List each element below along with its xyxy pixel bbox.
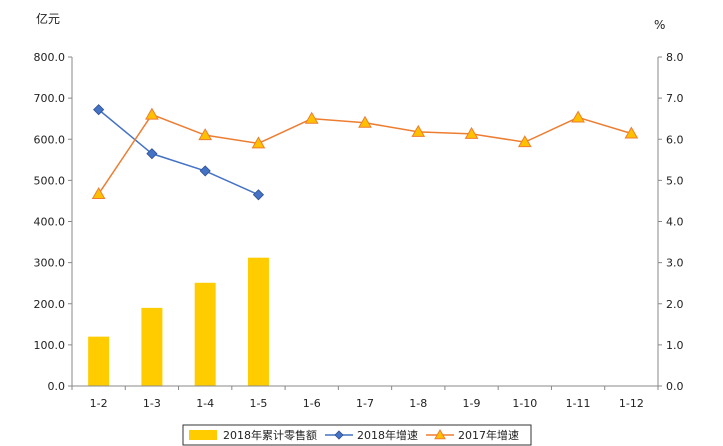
x-tick-label: 1-4	[196, 397, 214, 410]
bar	[88, 336, 110, 386]
right-tick-label: 8.0	[666, 51, 684, 64]
left-axis-ticks: 0.0 100.0 200.0 300.0 400.0 500.0 600.0 700.0 80…	[34, 51, 72, 393]
triangle-marker	[411, 124, 426, 137]
left-tick-label: 700.0	[34, 92, 66, 105]
series-line	[98, 109, 259, 196]
diamond-marker	[93, 104, 105, 116]
diamond-marker	[146, 148, 158, 160]
legend-swatch-bar	[189, 430, 217, 440]
left-tick-label: 800.0	[34, 51, 66, 64]
diamond-marker	[252, 189, 265, 201]
left-tick-label: 300.0	[34, 257, 66, 270]
legend-diamond-marker	[334, 430, 344, 440]
triangle-marker	[198, 128, 213, 141]
lines	[91, 104, 639, 201]
axes	[71, 57, 659, 387]
left-tick-label: 400.0	[34, 216, 66, 229]
left-axis-unit: 亿元	[36, 11, 60, 26]
triangle-marker	[624, 126, 639, 139]
x-tick-label: 1-12	[619, 397, 644, 410]
triangle-marker	[251, 136, 266, 149]
left-tick-label: 100.0	[34, 339, 66, 352]
right-tick-label: 0.0	[666, 380, 684, 393]
x-tick-label: 1-11	[566, 397, 591, 410]
left-tick-label: 600.0	[34, 133, 66, 146]
x-tick-label: 1-6	[303, 397, 321, 410]
legend-triangle-marker	[434, 428, 446, 440]
x-tick-label: 1-2	[90, 397, 108, 410]
diamond-marker	[199, 165, 211, 177]
right-tick-label: 5.0	[666, 174, 684, 187]
right-axis-unit: %	[654, 18, 665, 32]
x-tick-label: 1-10	[512, 397, 537, 410]
triangle-marker	[517, 135, 532, 148]
legend: 2018年累计零售额 2018年增速 2017年增速	[182, 424, 532, 446]
triangle-marker	[464, 126, 479, 139]
triangle-marker	[91, 186, 106, 199]
triangle-marker	[304, 111, 319, 124]
right-tick-label: 2.0	[666, 298, 684, 311]
bar	[194, 282, 216, 386]
triangle-marker	[145, 107, 159, 120]
right-tick-label: 6.0	[666, 133, 684, 146]
right-axis-ticks: 0.0 1.0 2.0 3.0 4.0 5.0 6.0 7.0 8.0	[658, 51, 684, 393]
triangle-marker	[571, 110, 585, 123]
right-tick-label: 7.0	[666, 92, 684, 105]
x-tick-label: 1-7	[356, 397, 374, 410]
x-tick-label: 1-9	[463, 397, 481, 410]
left-tick-label: 500.0	[34, 174, 66, 187]
right-tick-label: 1.0	[666, 339, 684, 352]
bar	[247, 257, 269, 386]
triangle-marker	[358, 115, 372, 128]
legend-label: 2017年增速	[458, 428, 519, 442]
legend-label: 2018年增速	[357, 428, 418, 442]
bar	[141, 307, 163, 386]
x-tick-label: 1-3	[143, 397, 161, 410]
right-tick-label: 4.0	[666, 216, 684, 229]
right-tick-label: 3.0	[666, 257, 684, 270]
legend-box	[182, 424, 532, 446]
x-axis-ticks: 1-2 1-3 1-4 1-5 1-6 1-7 1-8 1-9 1-10 1-11 1-12	[71, 386, 659, 410]
left-tick-label: 200.0	[34, 298, 66, 311]
bars	[88, 257, 269, 386]
left-tick-label: 0.0	[48, 380, 66, 393]
x-tick-label: 1-5	[249, 397, 267, 410]
x-tick-label: 1-8	[409, 397, 427, 410]
legend-label: 2018年累计零售额	[223, 428, 317, 442]
